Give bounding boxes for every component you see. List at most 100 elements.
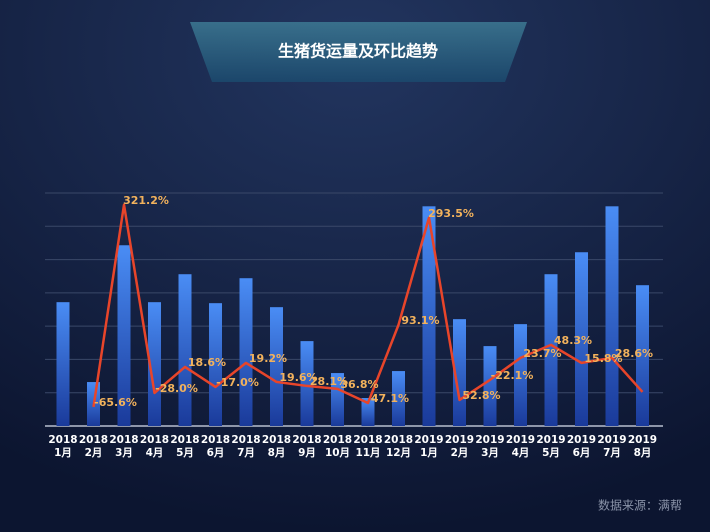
- x-tick-label: 2019 2月: [445, 434, 474, 459]
- bar: [575, 252, 588, 426]
- bar: [331, 373, 344, 426]
- x-tick-month: 5月: [176, 447, 194, 459]
- data-label: 48.3%: [554, 334, 592, 347]
- bar: [117, 245, 131, 426]
- bar: [605, 206, 619, 426]
- x-tick-month: 10月: [325, 447, 350, 459]
- data-label: 19.2%: [249, 352, 287, 365]
- data-label: 15.8%: [584, 352, 622, 365]
- bar: [514, 324, 527, 426]
- x-tick-year: 2018: [292, 434, 321, 446]
- x-tick-year: 2019: [567, 434, 596, 446]
- x-tick-month: 2月: [451, 447, 469, 459]
- x-tick-label: 2019 1月: [414, 434, 443, 459]
- x-tick-label: 2018 7月: [231, 434, 260, 459]
- x-tick-month: 4月: [512, 447, 530, 459]
- data-label: 293.5%: [428, 207, 474, 220]
- x-tick-label: 2019 7月: [597, 434, 626, 459]
- x-tick-label: 2019 8月: [628, 434, 657, 459]
- x-tick-label: 2018 1月: [48, 434, 77, 459]
- x-tick-label: 2018 11月: [353, 434, 382, 459]
- bar: [178, 274, 192, 426]
- bar: [148, 302, 161, 426]
- data-label: -17.0%: [216, 376, 259, 389]
- data-label: 321.2%: [123, 194, 169, 207]
- title-banner: [190, 22, 527, 82]
- x-tick-year: 2019: [506, 434, 535, 446]
- x-tick-label: 2018 3月: [109, 434, 138, 459]
- x-tick-month: 1月: [54, 447, 72, 459]
- x-tick-year: 2018: [201, 434, 230, 446]
- x-tick-year: 2018: [170, 434, 199, 446]
- data-label: 18.6%: [188, 356, 226, 369]
- x-tick-label: 2018 12月: [384, 434, 413, 459]
- x-tick-year: 2018: [262, 434, 291, 446]
- chart-title: 生猪货运量及环比趋势: [278, 42, 438, 61]
- x-tick-month: 12月: [386, 447, 411, 459]
- bar: [300, 341, 314, 426]
- x-tick-year: 2019: [597, 434, 626, 446]
- x-tick-month: 7月: [603, 447, 621, 459]
- x-tick-label: 2019 3月: [475, 434, 504, 459]
- x-tick-month: 4月: [146, 447, 164, 459]
- x-tick-month: 1月: [420, 447, 438, 459]
- x-tick-year: 2018: [384, 434, 413, 446]
- bar: [636, 285, 649, 426]
- bar: [239, 278, 253, 426]
- data-label: 36.8%: [340, 378, 378, 391]
- line: [92, 203, 644, 408]
- x-tick-year: 2018: [79, 434, 108, 446]
- data-label: -28.0%: [155, 382, 198, 395]
- x-tick-month: 8月: [268, 447, 286, 459]
- data-label: 28.1%: [310, 375, 348, 388]
- x-tick-month: 6月: [573, 447, 591, 459]
- data-label: 93.1%: [401, 314, 439, 327]
- bar: [209, 303, 222, 426]
- x-tick-label: 2018 2月: [79, 434, 108, 459]
- bar: [361, 398, 375, 426]
- data-label: -65.6%: [94, 396, 137, 409]
- x-tick-year: 2018: [109, 434, 138, 446]
- source: 数据来源：满帮: [598, 498, 682, 513]
- data-label: 19.6%: [279, 371, 317, 384]
- x-tick-label: 2019 4月: [506, 434, 535, 459]
- x-tick-year: 2018: [353, 434, 382, 446]
- x-tick-year: 2019: [475, 434, 504, 446]
- data-label: 47.1%: [371, 392, 409, 405]
- x-tick-month: 3月: [481, 447, 499, 459]
- x-tick-year: 2018: [231, 434, 260, 446]
- x-tick-month: 5月: [542, 447, 560, 459]
- x-tick-label: 2019 5月: [536, 434, 565, 459]
- x-tick-label: 2018 8月: [262, 434, 291, 459]
- x-tick-year: 2018: [323, 434, 352, 446]
- bar: [544, 274, 558, 426]
- bar: [270, 307, 283, 426]
- x-tick-label: 2018 4月: [140, 434, 169, 459]
- bar: [56, 302, 70, 426]
- x-tick-year: 2019: [445, 434, 474, 446]
- x-tick-label: 2018 9月: [292, 434, 321, 459]
- data-label: 52.8%: [462, 389, 500, 402]
- x-tick-month: 6月: [207, 447, 225, 459]
- x-tick-month: 2月: [85, 447, 103, 459]
- bar: [392, 371, 405, 426]
- data-label: 28.6%: [615, 347, 653, 360]
- x-tick-year: 2019: [536, 434, 565, 446]
- data-label: 23.7%: [523, 347, 561, 360]
- x-tick-label: 2018 10月: [323, 434, 352, 459]
- x-tick-label: 2018 5月: [170, 434, 199, 459]
- data-label: -22.1%: [491, 369, 534, 382]
- bar: [483, 346, 497, 426]
- x-tick-month: 8月: [634, 447, 652, 459]
- x-tick-month: 11月: [355, 447, 380, 459]
- x-tick-year: 2019: [628, 434, 657, 446]
- x-tick-month: 7月: [237, 447, 255, 459]
- x-tick-year: 2018: [48, 434, 77, 446]
- x-tick-year: 2018: [140, 434, 169, 446]
- x-tick-label: 2019 6月: [567, 434, 596, 459]
- x-tick-month: 3月: [115, 447, 133, 459]
- x-tick-month: 9月: [298, 447, 316, 459]
- x-tick-year: 2019: [414, 434, 443, 446]
- x-tick-label: 2018 6月: [201, 434, 230, 459]
